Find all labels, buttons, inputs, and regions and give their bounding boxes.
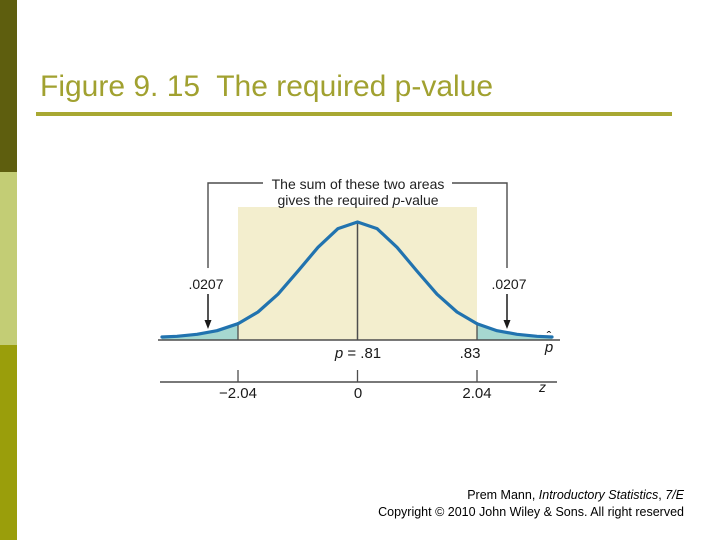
accent-bar-top (0, 0, 17, 172)
z-axis-symbol: z (539, 379, 546, 395)
z-tick-label-pos204: 2.04 (462, 385, 492, 402)
left-arrow-down-icon (204, 320, 212, 329)
annotation-line2: gives the required p-value (277, 192, 439, 208)
accent-bar-middle (0, 172, 17, 345)
annotation-text: The sum of these two areas gives the req… (258, 176, 458, 208)
bracket-right (452, 182, 508, 268)
tail-area-label-left: .0207 (188, 276, 224, 292)
annotation-line1: The sum of these two areas (271, 176, 445, 192)
tail-area-label-right: .0207 (491, 276, 527, 292)
slide-title: Figure 9. 15 The required p-value (40, 70, 494, 103)
phat-axis-right-label: .83 (459, 345, 481, 362)
z-tick-label-zero: 0 (353, 385, 363, 402)
title-underline (36, 112, 672, 116)
right-arrow-down-icon (503, 320, 511, 329)
accent-bar-bottom (0, 345, 17, 540)
normal-curve (160, 220, 554, 339)
z-tick-label-neg204: −2.04 (219, 385, 257, 402)
copyright-footer: Prem Mann, Introductory Statistics, 7/E … (204, 487, 684, 520)
phat-axis-symbol: ˆ p (544, 328, 554, 356)
footer-line2: Copyright © 2010 John Wiley & Sons. All … (378, 504, 684, 519)
phat-axis-mean-label: p = .81 (334, 345, 382, 362)
footer-line1: Prem Mann, Introductory Statistics, 7/E (467, 488, 684, 502)
figure-canvas (158, 182, 560, 383)
bracket-left (207, 182, 263, 268)
